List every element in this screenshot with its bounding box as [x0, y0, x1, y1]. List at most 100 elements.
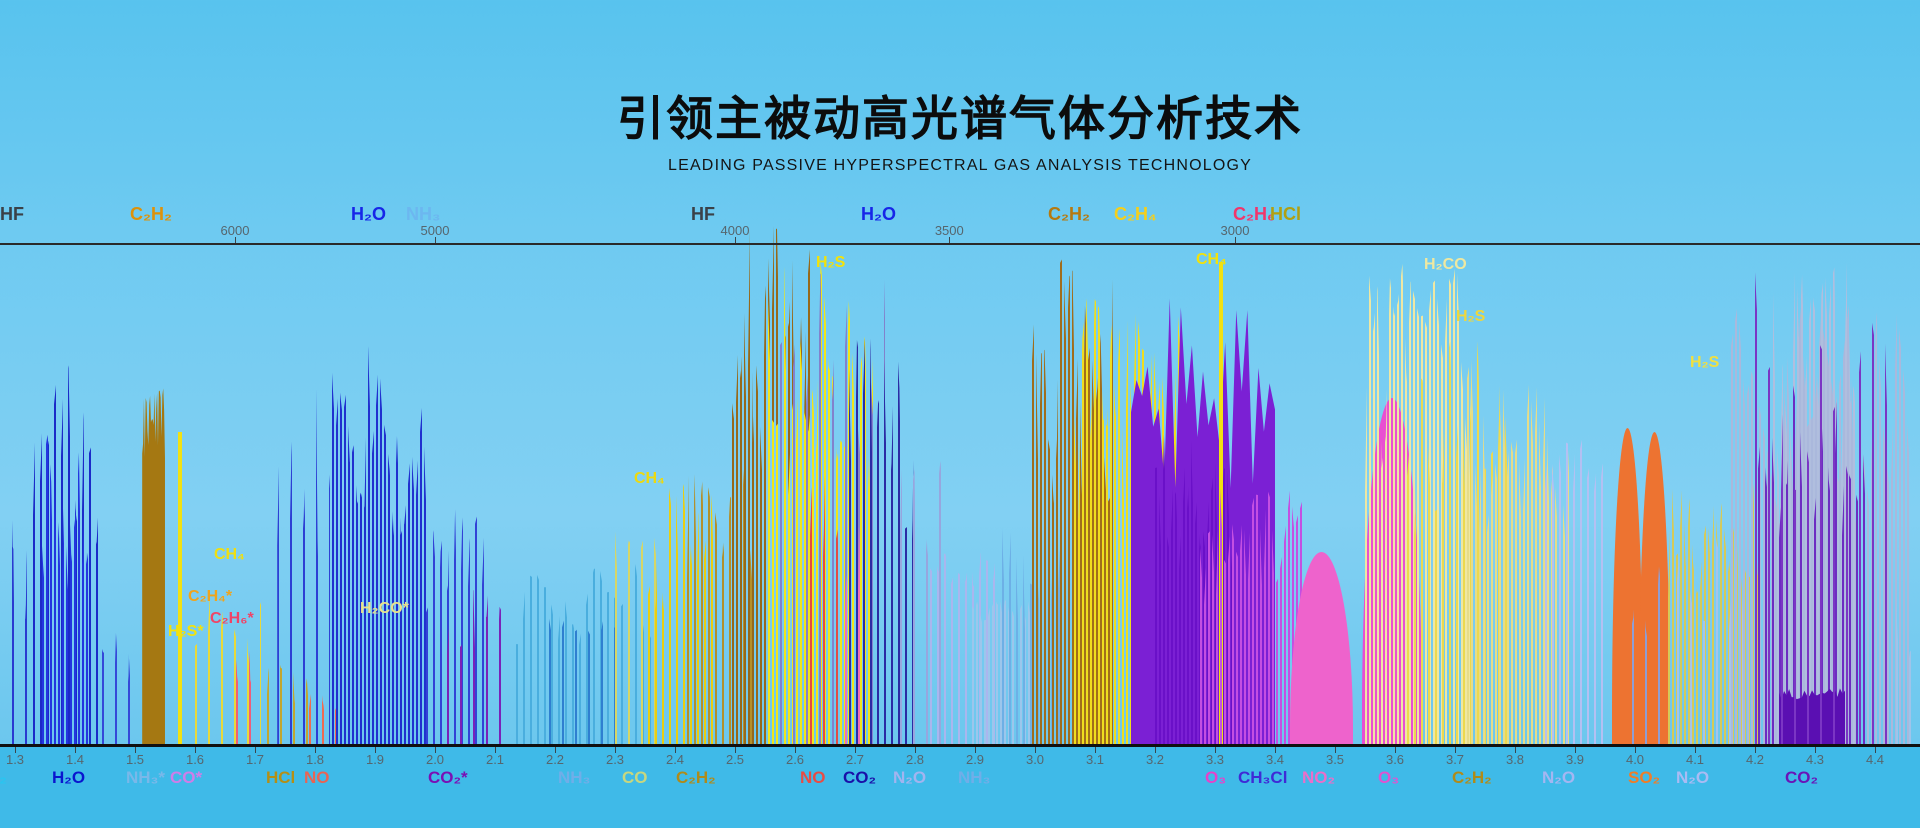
wavelength-tick — [315, 747, 316, 753]
wavelength-tick-label: 3.9 — [1565, 752, 1585, 767]
wavelength-tick — [1635, 747, 1636, 753]
wavelength-tick-label: 1.8 — [305, 752, 325, 767]
bottom-axis-line — [0, 744, 1920, 747]
wavenumber-tick — [235, 237, 236, 243]
spectral-band-CH₄ — [178, 432, 183, 744]
spectral-band-N₂O — [1545, 436, 1605, 744]
bottom-gas-label-NH₃: NH₃ — [558, 768, 591, 787]
wavelength-tick-label: 4.0 — [1625, 752, 1645, 767]
bottom-gas-label-O₃: O₃ — [1378, 768, 1400, 787]
wavelength-tick-label: 2.0 — [425, 752, 445, 767]
wavelength-tick — [495, 747, 496, 753]
wavelength-tick-label: 1.4 — [65, 752, 85, 767]
bottom-gas-label-C₂H₂: C₂H₂ — [676, 768, 716, 787]
wavelength-tick-label: 3.7 — [1445, 752, 1465, 767]
wavelength-tick — [915, 747, 916, 753]
bottom-gas-label-CH₃Cl: CH₃Cl — [1238, 768, 1288, 787]
wavelength-tick-label: 2.8 — [905, 752, 925, 767]
wavenumber-tick-label: 3500 — [934, 223, 964, 238]
bottom-gas-label-NH₃*: NH₃* — [126, 768, 166, 787]
overlay-gas-label-H₂S: H₂S — [1456, 308, 1486, 325]
spectral-band-NH₃ — [549, 612, 621, 744]
spectral-band-C₂H₆ — [235, 641, 258, 744]
bottom-gas-label-CO₂: CO₂ — [843, 768, 877, 787]
bottom-gas-label-SO₂: SO₂ — [1628, 768, 1661, 787]
overlay-gas-label-H₂S*: H₂S* — [168, 623, 204, 640]
wavelength-tick — [795, 747, 796, 753]
bottom-gas-label-HCl: HCl — [266, 768, 296, 787]
wavenumber-tick-label: 4000 — [720, 223, 750, 238]
overlay-gas-label-CH₄: CH₄ — [1196, 251, 1227, 268]
top-gas-label-NH₃: NH₃ — [406, 204, 441, 224]
wavelength-tick-label: 3.4 — [1265, 752, 1285, 767]
wavelength-tick — [1695, 747, 1696, 753]
wavelength-tick-label: 2.9 — [965, 752, 985, 767]
bottom-gas-label-NH₃: NH₃ — [958, 768, 991, 787]
bottom-gas-label-NO: NO — [304, 768, 330, 787]
wavelength-tick — [255, 747, 256, 753]
bottom-gas-label-O₃: O₃ — [1205, 768, 1227, 787]
footer-strip — [0, 747, 1920, 828]
wavelength-tick — [1335, 747, 1336, 753]
wavelength-tick — [1515, 747, 1516, 753]
wavelength-tick-label: 1.7 — [245, 752, 265, 767]
overlay-gas-label-C₂H₄*: C₂H₄* — [188, 588, 233, 605]
bottom-gas-label-N₂O: N₂O — [1542, 768, 1576, 787]
page-title: 引领主被动高光谱气体分析技术 — [617, 92, 1303, 145]
wavelength-tick — [15, 747, 16, 753]
wavelength-tick — [1875, 747, 1876, 753]
wavelength-tick-label: 2.5 — [725, 752, 745, 767]
wavelength-tick-label: 1.6 — [185, 752, 205, 767]
wavelength-tick — [1035, 747, 1036, 753]
wavelength-tick — [375, 747, 376, 753]
bottom-gas-label-CO₂*: CO₂* — [428, 768, 468, 787]
spectral-band-CH₄ — [1219, 262, 1224, 744]
bottom-gas-label-NO₂: NO₂ — [1302, 768, 1336, 787]
wavelength-tick — [1755, 747, 1756, 753]
bottom-gas-label-NO: NO — [800, 768, 826, 787]
top-gas-label-C₂H₂: C₂H₂ — [130, 204, 172, 224]
spectral-band-C₂H₂ — [142, 388, 165, 744]
wavelength-tick-label: 2.3 — [605, 752, 625, 767]
top-gas-label-H₂O: H₂O — [351, 204, 386, 224]
wavenumber-tick — [949, 237, 951, 243]
wavelength-tick-label: 2.6 — [785, 752, 805, 767]
overlay-gas-label-C₂H₆*: C₂H₆* — [210, 610, 254, 627]
wavelength-tick-label: 4.3 — [1805, 752, 1825, 767]
wavenumber-tick — [735, 237, 736, 243]
bottom-gas-label-H₂O: H₂O — [52, 768, 86, 787]
wavelength-tick — [735, 747, 736, 753]
wavelength-tick — [1215, 747, 1216, 753]
wavelength-tick-label: 3.3 — [1205, 752, 1225, 767]
overlay-gas-label-H₂CO: H₂CO — [1424, 256, 1467, 273]
wavenumber-tick-label: 6000 — [220, 223, 250, 238]
wavelength-tick — [1575, 747, 1576, 753]
wavelength-tick-label: 2.7 — [845, 752, 865, 767]
top-axis-line — [0, 243, 1920, 245]
wavelength-tick — [975, 747, 976, 753]
wavelength-tick — [1275, 747, 1276, 753]
wavenumber-tick-label: 5000 — [420, 223, 450, 238]
wavelength-tick-label: 4.1 — [1685, 752, 1705, 767]
wavenumber-tick-label: 3000 — [1220, 223, 1250, 238]
bottom-gas-label-N₂O: N₂O — [1676, 768, 1710, 787]
top-gas-label-C₂H₂: C₂H₂ — [1048, 204, 1090, 224]
wavelength-tick-label: 2.2 — [545, 752, 565, 767]
wavelength-tick — [855, 747, 856, 753]
wavelength-tick-label: 3.0 — [1025, 752, 1045, 767]
overlay-gas-label-H₂S: H₂S — [1690, 354, 1720, 371]
bottom-gas-label-CO*: CO* — [170, 768, 203, 787]
bottom-gas-label-O₂: O₂ — [0, 768, 7, 787]
wavelength-tick — [435, 747, 436, 753]
wavelength-tick-label: 2.1 — [485, 752, 505, 767]
wavelength-tick — [195, 747, 196, 753]
top-gas-label-H₂O: H₂O — [861, 204, 896, 224]
wavelength-tick-label: 1.5 — [125, 752, 145, 767]
wavelength-tick — [675, 747, 676, 753]
wavelength-tick — [1815, 747, 1816, 753]
wavelength-tick-label: 3.5 — [1325, 752, 1345, 767]
